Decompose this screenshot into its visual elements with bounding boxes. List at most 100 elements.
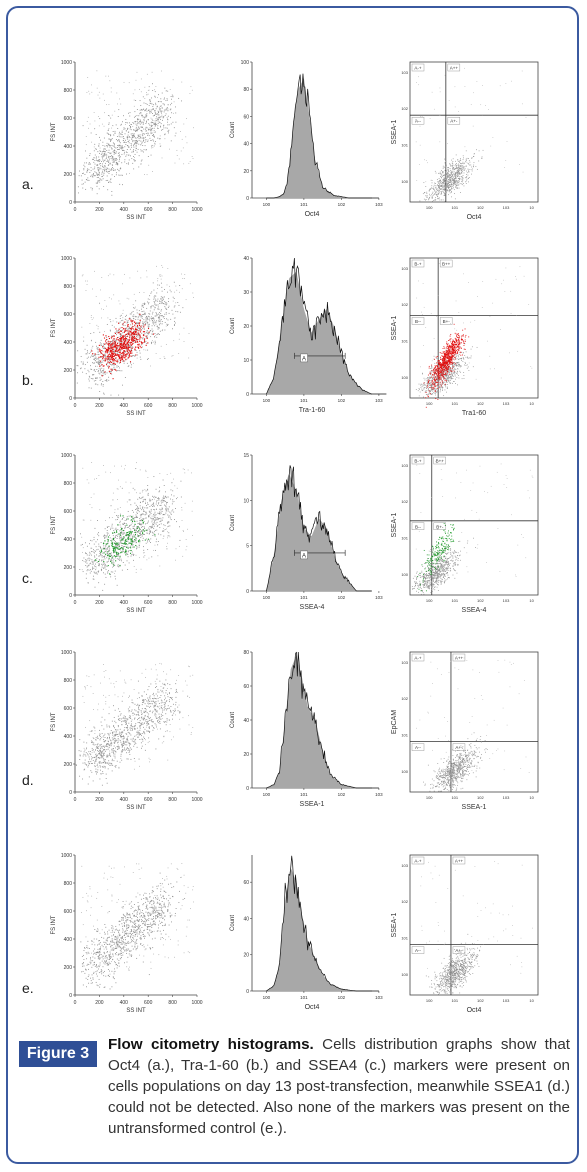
b-quad-point-highlight xyxy=(442,358,444,360)
a-scatter-point xyxy=(130,129,132,131)
b-quad-point xyxy=(438,263,440,264)
b-scatter-point xyxy=(118,346,120,348)
b-scatter-point xyxy=(165,308,167,310)
b-scatter-point xyxy=(132,346,134,348)
b-quad-point-highlight xyxy=(452,342,454,344)
b-quad-point-highlight xyxy=(438,371,440,373)
a-quad-point xyxy=(442,175,443,177)
a-scatter-point xyxy=(96,159,97,161)
b-scatter-point-highlight xyxy=(132,342,134,345)
a-quad-point xyxy=(449,192,451,194)
a-scatter-point xyxy=(145,115,147,117)
b-scatter-point xyxy=(127,320,129,322)
b-scatter-point xyxy=(159,334,160,335)
b-quad-point-highlight xyxy=(460,347,462,349)
a-scatter-point xyxy=(150,109,152,111)
a-quad-point xyxy=(456,172,458,174)
b-scatter-point xyxy=(133,340,134,342)
b-quad-point xyxy=(494,368,495,370)
a-quad-point xyxy=(446,183,448,185)
b-quad-point xyxy=(482,281,484,282)
b-quad-point xyxy=(432,388,433,389)
a-scatter-point xyxy=(110,152,112,154)
a-scatter-point xyxy=(114,110,116,112)
a-scatter-point xyxy=(103,148,105,150)
a-quad-point xyxy=(467,177,469,179)
a-scatter-point xyxy=(151,103,153,105)
a-scatter-point xyxy=(108,143,110,145)
b-scatter-point-highlight xyxy=(107,341,109,343)
b-scatter-point xyxy=(94,362,95,364)
a-quad-point xyxy=(443,166,445,168)
b-scatter-point xyxy=(152,330,154,332)
b-scatter-point xyxy=(92,317,94,319)
b-scatter-point-highlight xyxy=(105,335,107,337)
a-scatter-point xyxy=(95,182,97,184)
b-scatter-point xyxy=(141,338,143,340)
b-scatter-point xyxy=(137,323,139,324)
a-scatter-point xyxy=(149,127,151,129)
a-quad-point xyxy=(451,165,453,167)
a-scatter-point xyxy=(167,132,169,134)
a-quad-point xyxy=(452,178,454,180)
b-quad-point xyxy=(437,379,438,381)
b-quad-point-highlight xyxy=(449,363,451,365)
b-scatter-point-highlight xyxy=(127,347,129,349)
a-scatter-point xyxy=(154,96,156,98)
b-scatter-point xyxy=(100,372,102,374)
b-quad-point-highlight xyxy=(458,348,460,350)
a-scatter-point xyxy=(113,161,114,163)
b-scatter-point xyxy=(158,333,159,335)
b-scatter-point xyxy=(148,319,150,320)
b-quad-point xyxy=(470,348,472,350)
a-scatter-point xyxy=(154,136,155,138)
a-scatter-point xyxy=(150,122,152,124)
b-quad-point-highlight xyxy=(441,364,443,366)
b-scatter-point xyxy=(147,322,149,324)
b-scatter-point xyxy=(96,347,98,349)
a-scatter-point xyxy=(155,104,157,106)
b-scatter-point-highlight xyxy=(110,337,113,339)
b-quad-point-highlight xyxy=(435,398,437,400)
b-quad-point-highlight xyxy=(437,365,439,367)
b-quad-point-highlight xyxy=(448,351,450,353)
a-quad-point xyxy=(445,191,447,193)
a-quad-point xyxy=(448,189,450,191)
a-scatter-point xyxy=(156,120,158,122)
a-scatter-point xyxy=(151,129,153,131)
a-quad-point xyxy=(453,167,454,169)
b-scatter-point xyxy=(102,345,104,347)
b-quad-point xyxy=(476,346,478,348)
a-scatter-point xyxy=(128,131,130,133)
b-scatter-point-highlight xyxy=(99,350,101,353)
b-scatter-point-highlight xyxy=(112,352,114,354)
a-quad-point xyxy=(464,86,466,87)
a-quad-point xyxy=(444,195,446,196)
b-scatter-point-highlight xyxy=(117,339,119,341)
a-quad-point xyxy=(454,180,455,182)
a-quad-point xyxy=(432,191,434,193)
b-scatter-point xyxy=(151,305,153,307)
b-scatter-point xyxy=(158,318,160,320)
b-scatter-point xyxy=(146,270,148,272)
a-scatter-point xyxy=(133,123,135,125)
b-scatter-point xyxy=(135,337,137,339)
b-scatter-point xyxy=(110,370,112,372)
a-quad-point xyxy=(437,198,439,200)
b-quad-point xyxy=(435,391,437,393)
a-scatter-point xyxy=(152,106,154,108)
b-scatter-point xyxy=(129,317,131,319)
b-scatter-point-highlight xyxy=(107,358,109,360)
a-quad-point xyxy=(463,170,465,171)
b-quad-point-highlight xyxy=(450,357,452,359)
b-quad-point xyxy=(446,377,448,379)
a-quad-point xyxy=(451,176,453,178)
b-scatter-point xyxy=(170,318,172,320)
a-quad-point xyxy=(450,180,451,182)
a-scatter-point xyxy=(119,142,121,144)
a-scatter-point xyxy=(123,142,125,143)
a-scatter-point xyxy=(147,127,149,129)
b-scatter-point-highlight xyxy=(106,357,108,359)
b-scatter-point-highlight xyxy=(123,331,125,333)
a-scatter-point xyxy=(78,175,80,177)
